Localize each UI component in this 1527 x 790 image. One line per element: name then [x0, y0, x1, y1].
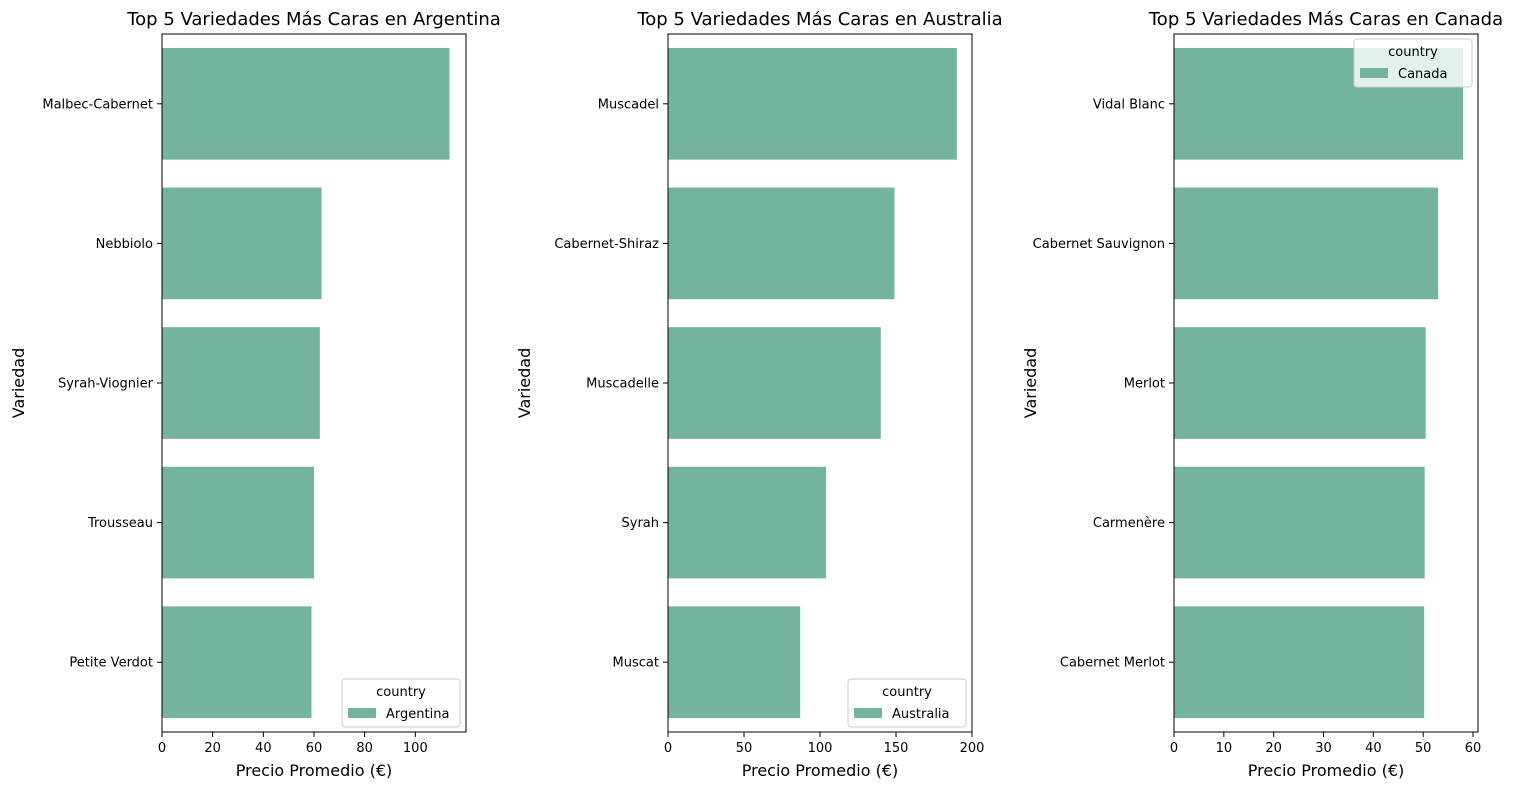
x-tick-label: 150 [884, 741, 909, 756]
bar [1174, 606, 1425, 719]
bar [162, 327, 320, 439]
x-tick-label: 100 [403, 741, 428, 756]
chart-title: Top 5 Variedades Más Caras en Canada [1148, 9, 1503, 30]
bar [162, 606, 312, 719]
x-axis-label: Precio Promedio (€) [1248, 761, 1405, 780]
y-tick-label: Trousseau [87, 516, 153, 531]
x-tick-label: 60 [306, 741, 323, 756]
chart-panel-1: Malbec-Cabernet Nebbiolo Syrah-Viognier Tro… [9, 9, 501, 780]
x-tick-label: 40 [1365, 741, 1382, 756]
bar [162, 187, 322, 300]
y-tick-label: Carmenère [1093, 516, 1165, 531]
y-tick-label: Muscadelle [586, 377, 659, 392]
legend: country Argentina [341, 678, 461, 728]
x-tick-label: 80 [356, 741, 373, 756]
x-tick-label: 50 [736, 741, 753, 756]
chart-panel-2: Muscadel Cabernet-Shiraz Muscadelle Syrah Mu… [515, 9, 1003, 780]
bar [162, 47, 450, 160]
y-tick-label: Syrah-Viognier [58, 377, 154, 392]
x-tick-label: 10 [1216, 741, 1233, 756]
bar [1174, 187, 1439, 300]
x-tick-label: 50 [1415, 741, 1432, 756]
y-axis-label: Variedad [9, 348, 28, 419]
y-axis-label: Variedad [1021, 348, 1040, 419]
x-axis-label: Precio Promedio (€) [236, 761, 393, 780]
x-tick-label: 60 [1465, 741, 1482, 756]
legend-swatch [348, 708, 376, 718]
bar [668, 466, 827, 579]
bar [1174, 327, 1426, 439]
bar [668, 47, 957, 160]
chart-title: Top 5 Variedades Más Caras en Argentina [126, 9, 501, 30]
legend: country Australia [847, 678, 967, 728]
legend-title: country [376, 685, 426, 700]
chart-panel-3: Vidal Blanc Cabernet Sauvignon Merlot Carme… [1021, 9, 1503, 780]
legend-swatch [854, 708, 882, 718]
y-tick-label: Vidal Blanc [1093, 97, 1165, 112]
chart-title: Top 5 Variedades Más Caras en Australia [636, 9, 1002, 30]
legend-label: Canada [1398, 67, 1447, 82]
x-tick-label: 0 [664, 741, 672, 756]
legend-swatch [1360, 68, 1388, 78]
bar [668, 606, 801, 719]
x-tick-label: 100 [808, 741, 833, 756]
y-tick-label: Malbec-Cabernet [42, 97, 153, 112]
y-tick-label: Syrah [622, 516, 660, 531]
y-tick-label: Cabernet-Shiraz [554, 237, 659, 252]
y-axis-label: Variedad [515, 348, 534, 419]
bar [162, 466, 314, 579]
bar [668, 327, 881, 439]
legend: country Canada [1353, 38, 1473, 88]
x-tick-label: 20 [1265, 741, 1282, 756]
y-tick-label: Cabernet Sauvignon [1033, 237, 1165, 252]
legend-label: Australia [892, 707, 950, 722]
legend-label: Argentina [386, 707, 449, 722]
legend-title: country [1388, 45, 1438, 60]
x-tick-label: 200 [960, 741, 985, 756]
x-tick-label: 20 [204, 741, 221, 756]
x-tick-label: 40 [255, 741, 272, 756]
x-axis-label: Precio Promedio (€) [742, 761, 899, 780]
y-tick-label: Muscadel [598, 97, 659, 112]
legend-title: country [882, 685, 932, 700]
x-tick-label: 30 [1315, 741, 1332, 756]
x-tick-label: 0 [158, 741, 166, 756]
y-tick-label: Petite Verdot [69, 656, 153, 671]
y-tick-label: Merlot [1124, 377, 1165, 392]
x-tick-label: 0 [1170, 741, 1178, 756]
bar [668, 187, 895, 300]
y-tick-label: Cabernet Merlot [1060, 656, 1165, 671]
bar [1174, 466, 1425, 579]
y-tick-label: Nebbiolo [96, 237, 153, 252]
y-tick-label: Muscat [613, 656, 659, 671]
